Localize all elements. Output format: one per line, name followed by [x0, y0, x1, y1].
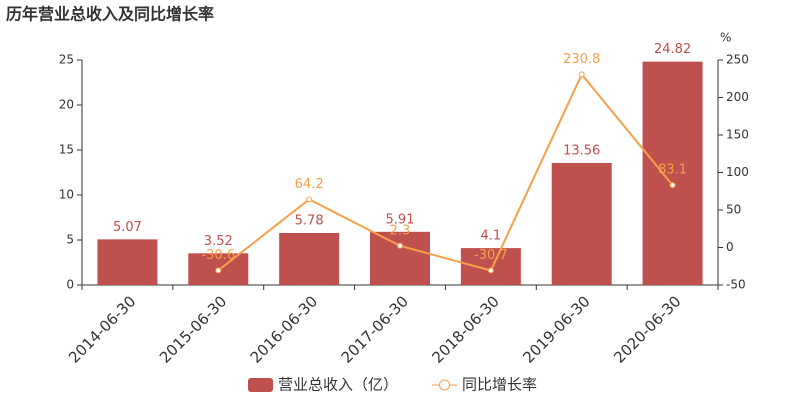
- y2-tick-label: 0: [726, 240, 734, 254]
- bar: [551, 162, 612, 285]
- line-point: [578, 71, 585, 78]
- legend-swatch: [248, 378, 273, 392]
- line: [217, 72, 674, 272]
- bar-value-label: 5.07: [113, 220, 142, 235]
- line-value-label: -30.7: [474, 248, 508, 263]
- y2-tick-label: -50: [726, 278, 746, 292]
- x-tick-label: 2016-06-30: [247, 292, 321, 366]
- x-tick-label: 2020-06-30: [610, 292, 684, 366]
- bar-value-label: 3.52: [204, 234, 233, 249]
- x-tick-label: 2018-06-30: [428, 292, 502, 366]
- line-point: [215, 267, 222, 274]
- y2-tick-label: 200: [726, 90, 749, 104]
- bar-value-label: 13.56: [563, 143, 600, 158]
- legend-label: 同比增长率: [462, 376, 537, 394]
- y2-tick-label: 100: [726, 165, 749, 179]
- line-value-label: 83.1: [658, 163, 687, 178]
- bar: [460, 248, 521, 285]
- bar: [370, 231, 430, 285]
- line-point: [669, 182, 676, 189]
- line-point: [306, 196, 313, 203]
- bar-value-label: 5.91: [386, 212, 415, 227]
- line-value-label: 64.2: [295, 177, 324, 192]
- y2-tick-label: 150: [726, 128, 749, 142]
- line-value-label: -30.6: [201, 248, 235, 263]
- x-tick-label: 2014-06-30: [65, 292, 139, 366]
- legend-swatch-point: [439, 379, 450, 391]
- y-tick-label: 10: [59, 188, 74, 202]
- bar: [97, 239, 158, 285]
- y-tick-label: 15: [59, 143, 74, 157]
- y-tick-label: 0: [66, 278, 74, 292]
- y-tick-label: 20: [59, 98, 74, 112]
- line-value-label: 2.3: [390, 223, 411, 238]
- bar-value-label: 24.82: [654, 42, 691, 57]
- x-tick-label: 2017-06-30: [338, 292, 412, 366]
- x-tick-label: 2019-06-30: [519, 292, 593, 366]
- bar-value-label: 5.78: [295, 213, 324, 228]
- y2-axis-label: %: [720, 31, 731, 45]
- y-tick-label: 5: [66, 233, 74, 247]
- line-point: [397, 242, 403, 249]
- legend-label: 营业总收入（亿）: [278, 376, 398, 394]
- y2-tick-label: 250: [726, 53, 749, 67]
- chart-title: 历年营业总收入及同比增长率: [6, 5, 214, 24]
- x-tick-label: 2015-06-30: [156, 292, 230, 366]
- y-tick-label: 25: [59, 53, 74, 67]
- bar-value-label: 4.1: [481, 229, 502, 244]
- y2-tick-label: 50: [726, 203, 741, 217]
- line-point: [487, 267, 494, 274]
- line-value-label: 230.8: [563, 52, 600, 67]
- bar: [279, 232, 340, 285]
- bar: [642, 61, 703, 286]
